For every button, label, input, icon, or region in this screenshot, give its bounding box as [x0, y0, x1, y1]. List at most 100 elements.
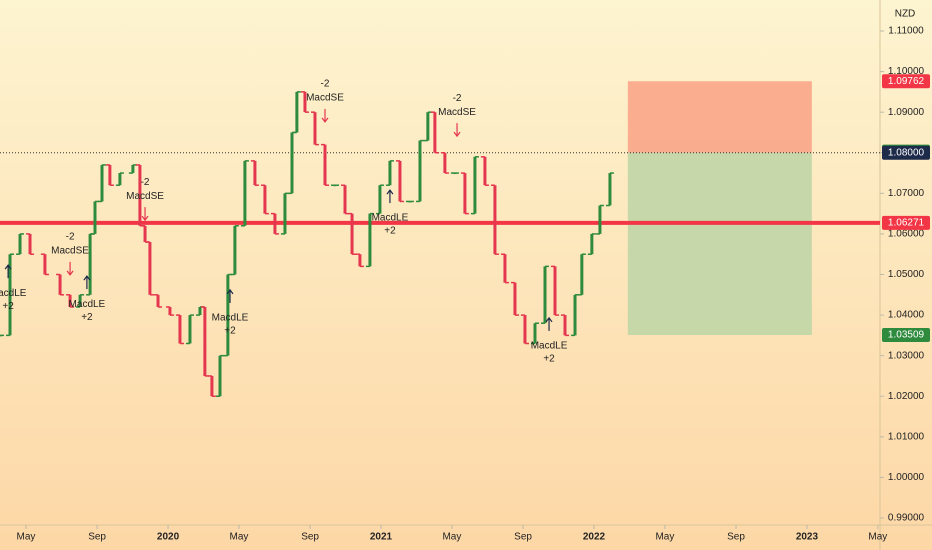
x-tick-label: Sep [301, 532, 319, 543]
price-label-box [882, 328, 930, 343]
price-bar [250, 160, 259, 186]
price-bar [540, 265, 549, 324]
price-bar [154, 294, 163, 308]
signal-label: MacdSE [438, 107, 476, 118]
x-tick-label: 2020 [157, 532, 180, 543]
signal-label: MacdSE [51, 246, 89, 257]
signal-arrow-head [4, 264, 12, 270]
price-bar [500, 253, 509, 284]
signal-qty: +2 [543, 354, 555, 365]
y-tick-label: 1.05000 [888, 269, 925, 280]
price-bar [450, 172, 459, 175]
price-bar [175, 314, 184, 345]
signal-qty: -2 [321, 79, 330, 90]
price-label: 1.06271 [888, 218, 925, 229]
x-tick-label: May [442, 532, 461, 543]
price-bar [510, 281, 519, 316]
price-bar [260, 184, 269, 215]
price-bar [577, 253, 586, 296]
signal-label: MacdSE [126, 191, 164, 202]
price-label: 1.08000 [888, 147, 925, 158]
price-bar [16, 233, 25, 255]
price-bar [300, 91, 309, 113]
signal: MacdLE +2 [69, 275, 106, 323]
price-bar [395, 160, 404, 203]
price-bar [331, 184, 340, 187]
price-bar [40, 253, 49, 276]
price-bar [270, 212, 279, 235]
signal: MacdSE -2 [306, 79, 344, 123]
y-tick-label: 1.07000 [888, 188, 925, 199]
signal: MacdLE +2 [212, 288, 249, 337]
price-bar [230, 225, 239, 276]
price-bar [405, 200, 414, 203]
x-tick-label: May [655, 532, 674, 543]
signal-qty: +2 [224, 326, 236, 337]
price-bar [375, 184, 384, 215]
signal: MacdLE +2 [372, 189, 409, 237]
signal-arrow-head [453, 131, 461, 138]
price-bar [415, 139, 424, 203]
price-label: 1.09762 [888, 76, 925, 87]
price-bar [240, 160, 249, 227]
price-bar [355, 253, 364, 268]
price-bar [530, 322, 539, 345]
target-zone [627, 152, 812, 336]
y-tick-label: 1.03000 [888, 350, 925, 361]
price-bar [348, 212, 357, 255]
price-bar [115, 172, 124, 186]
signal: MacdSE -2 [126, 177, 164, 222]
signal-label: MacdSE [306, 93, 344, 104]
signal: MacdLE +2 [531, 316, 568, 365]
signal-qty: -2 [453, 93, 462, 104]
signal-arrow-head [141, 215, 149, 222]
price-bar [76, 294, 85, 308]
x-tick-label: 2022 [583, 532, 606, 543]
price-bar [105, 164, 114, 186]
currency: NZD [895, 9, 916, 20]
price-bar [207, 375, 216, 397]
price-bar [587, 233, 596, 255]
price-bar [490, 184, 499, 255]
price-bar [216, 354, 224, 397]
price-bar [480, 156, 489, 186]
signal-arrow-head [83, 275, 91, 281]
y-tick-label: 0.99000 [888, 513, 925, 524]
signal-label: MacdLE [531, 341, 568, 352]
price-label-box [882, 74, 930, 89]
signal-arrow-head [545, 316, 553, 323]
price-bar [320, 143, 329, 186]
price-bar [440, 152, 449, 174]
signal-arrow-head [321, 117, 329, 123]
x-tick-label: 2023 [796, 532, 819, 543]
y-tick-label: 1.01000 [888, 431, 925, 442]
signal: MacdLE +2 [0, 264, 27, 312]
price-label-box [882, 215, 930, 230]
y-tick-label: 1.04000 [888, 310, 925, 321]
price-bar [66, 294, 75, 308]
signal-qty: +2 [2, 301, 14, 312]
x-tick-label: Sep [727, 532, 745, 543]
signal-qty: -2 [141, 177, 150, 188]
y-tick-label: 1.06000 [888, 229, 925, 240]
signal-label: MacdLE [212, 313, 249, 324]
price-bar [56, 273, 65, 296]
signal-arrow-head [226, 288, 234, 295]
x-tick-label: May [17, 532, 36, 543]
price-bar [605, 172, 614, 207]
price-bar [460, 172, 469, 215]
x-tick-label: May [868, 532, 887, 543]
price-bar [310, 111, 319, 146]
x-tick-label: 2021 [370, 532, 393, 543]
signal-label: MacdLE [0, 288, 27, 299]
price-bar [430, 111, 439, 154]
price-bar [365, 212, 374, 268]
signal-arrow-head [66, 270, 74, 276]
price-bar [561, 314, 570, 337]
x-tick-label: May [230, 532, 249, 543]
price-bar [470, 156, 479, 215]
x-tick-label: Sep [514, 532, 532, 543]
signal-qty: -2 [66, 232, 75, 243]
signal-qty: +2 [384, 226, 396, 237]
